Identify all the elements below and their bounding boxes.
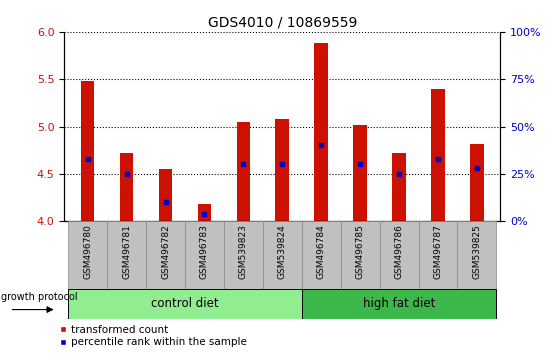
Bar	[263, 221, 302, 289]
Bar	[340, 221, 380, 289]
Bar	[302, 289, 496, 319]
Bar	[120, 153, 134, 221]
Bar	[81, 81, 94, 221]
Text: GSM496781: GSM496781	[122, 225, 131, 280]
Text: growth protocol: growth protocol	[1, 292, 78, 302]
Bar	[276, 119, 289, 221]
Bar	[457, 221, 496, 289]
Text: GSM496782: GSM496782	[161, 225, 170, 279]
Text: GSM539824: GSM539824	[278, 225, 287, 279]
Bar	[198, 204, 211, 221]
Bar	[392, 153, 406, 221]
Bar	[314, 43, 328, 221]
Legend: transformed count, percentile rank within the sample: transformed count, percentile rank withi…	[58, 324, 248, 348]
Bar	[419, 221, 457, 289]
Text: GSM539823: GSM539823	[239, 225, 248, 280]
Bar	[68, 289, 302, 319]
Bar	[302, 221, 340, 289]
Bar	[353, 125, 367, 221]
Bar	[159, 169, 172, 221]
Bar	[380, 221, 419, 289]
Text: control diet: control diet	[151, 297, 219, 310]
Text: GSM496783: GSM496783	[200, 225, 209, 280]
Bar	[107, 221, 146, 289]
Text: GSM496785: GSM496785	[356, 225, 364, 280]
Text: GSM539825: GSM539825	[472, 225, 481, 280]
Text: GSM496780: GSM496780	[83, 225, 92, 280]
Bar	[431, 88, 445, 221]
Bar	[185, 221, 224, 289]
Bar	[68, 221, 107, 289]
Bar	[470, 144, 484, 221]
Text: GSM496786: GSM496786	[395, 225, 404, 280]
Title: GDS4010 / 10869559: GDS4010 / 10869559	[207, 15, 357, 29]
Text: GSM496787: GSM496787	[434, 225, 443, 280]
Text: high fat diet: high fat diet	[363, 297, 435, 310]
Bar	[224, 221, 263, 289]
Bar	[146, 221, 185, 289]
Text: GSM496784: GSM496784	[317, 225, 326, 279]
Bar	[236, 122, 250, 221]
